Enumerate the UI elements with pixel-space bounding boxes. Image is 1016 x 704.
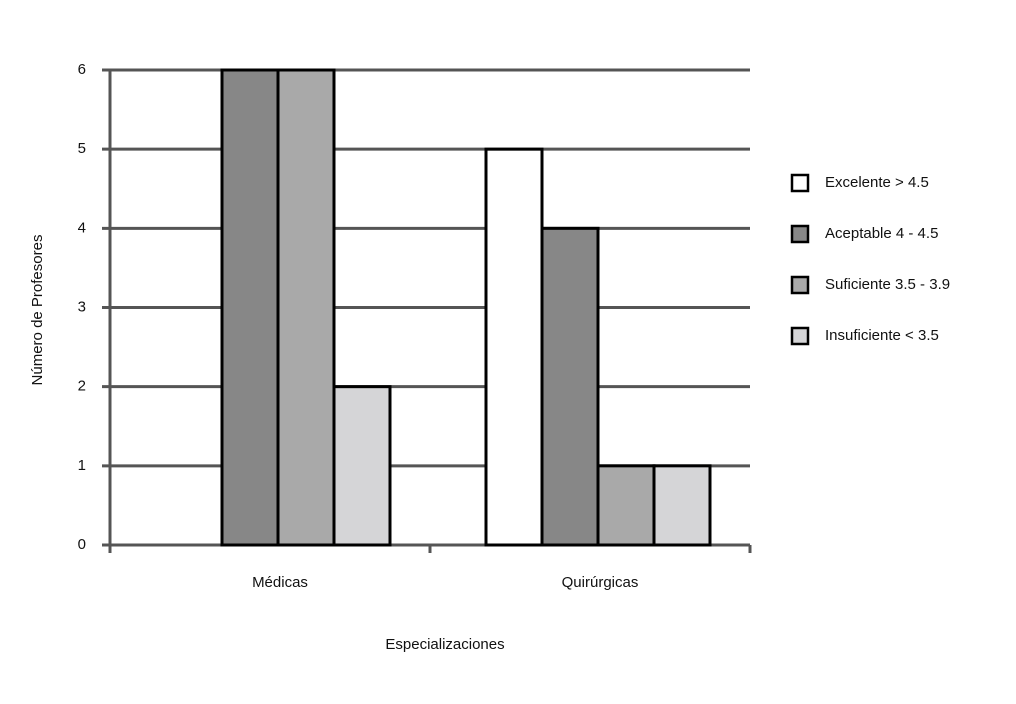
y-axis-label: Número de Profesores (29, 235, 46, 386)
legend-label: Insuficiente < 3.5 (825, 327, 939, 344)
bar (596, 464, 656, 547)
legend-swatch (790, 173, 810, 193)
bar (484, 147, 544, 547)
bar (332, 385, 392, 547)
legend-swatch (790, 224, 810, 244)
x-axis-label: Especializaciones (385, 636, 504, 653)
y-tick-label: 1 (78, 457, 86, 474)
bar (540, 226, 600, 547)
y-tick-label: 2 (78, 378, 86, 395)
bar (276, 68, 336, 547)
legend-label: Aceptable 4 - 4.5 (825, 225, 938, 242)
legend-label: Suficiente 3.5 - 3.9 (825, 276, 950, 293)
y-tick-label: 5 (78, 140, 86, 157)
legend-label: Excelente > 4.5 (825, 174, 929, 191)
bar (652, 464, 712, 547)
y-tick-label: 6 (78, 61, 86, 78)
y-tick-label: 4 (78, 219, 86, 236)
x-tick-label: Quirúrgicas (562, 574, 639, 591)
y-tick-label: 0 (78, 536, 86, 553)
x-tick-label: Médicas (252, 574, 308, 591)
y-tick-label: 3 (78, 298, 86, 315)
legend-swatch (790, 275, 810, 295)
bar (220, 68, 280, 547)
legend-swatch (790, 326, 810, 346)
